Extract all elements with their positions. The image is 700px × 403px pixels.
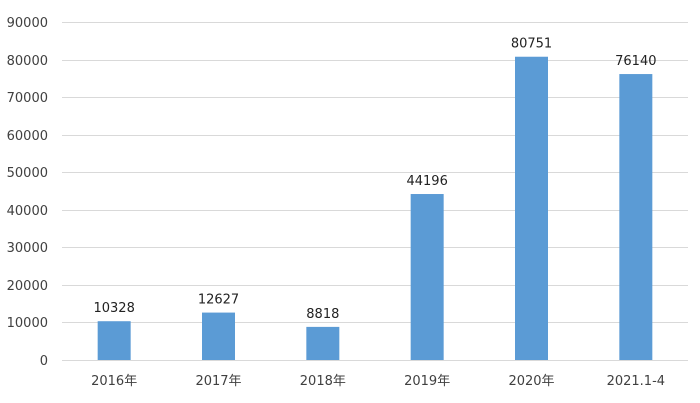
x-tick-label: 2019年 bbox=[404, 374, 450, 389]
y-tick-label: 10000 bbox=[7, 316, 48, 331]
data-label: 80751 bbox=[511, 37, 552, 52]
y-tick-label: 90000 bbox=[7, 16, 48, 31]
x-axis-ticks: 2016年 2017年 2018年 2019年 2020年 2021.1-4 bbox=[91, 374, 665, 389]
bar bbox=[97, 321, 131, 360]
bars bbox=[97, 56, 653, 360]
y-tick-label: 70000 bbox=[7, 91, 48, 106]
bar bbox=[202, 312, 235, 360]
data-label: 12627 bbox=[198, 293, 239, 308]
data-label: 44196 bbox=[406, 174, 447, 189]
y-tick-label: 30000 bbox=[7, 241, 48, 256]
y-tick-label: 60000 bbox=[7, 129, 48, 144]
data-label: 10328 bbox=[93, 301, 134, 316]
y-axis-ticks: 0 10000 20000 30000 40000 50000 60000 70000 8000… bbox=[7, 16, 48, 369]
x-tick-label: 2017年 bbox=[195, 374, 241, 389]
y-tick-label: 0 bbox=[40, 354, 48, 369]
data-labels: 10328 12627 8818 44196 80751 76140 bbox=[93, 37, 656, 322]
bar bbox=[619, 74, 653, 360]
x-tick-label: 2021.1-4 bbox=[607, 374, 665, 389]
bar bbox=[410, 194, 444, 360]
y-tick-label: 50000 bbox=[7, 166, 48, 181]
x-tick-label: 2018年 bbox=[300, 374, 346, 389]
x-tick-label: 2016年 bbox=[91, 374, 137, 389]
x-tick-label: 2020年 bbox=[508, 374, 554, 389]
y-tick-label: 80000 bbox=[7, 54, 48, 69]
bar bbox=[306, 326, 340, 360]
data-label: 8818 bbox=[306, 307, 339, 322]
data-label: 76140 bbox=[615, 54, 656, 69]
y-tick-label: 40000 bbox=[7, 204, 48, 219]
y-tick-label: 20000 bbox=[7, 279, 48, 294]
gridlines bbox=[62, 22, 688, 361]
bar bbox=[515, 56, 548, 360]
